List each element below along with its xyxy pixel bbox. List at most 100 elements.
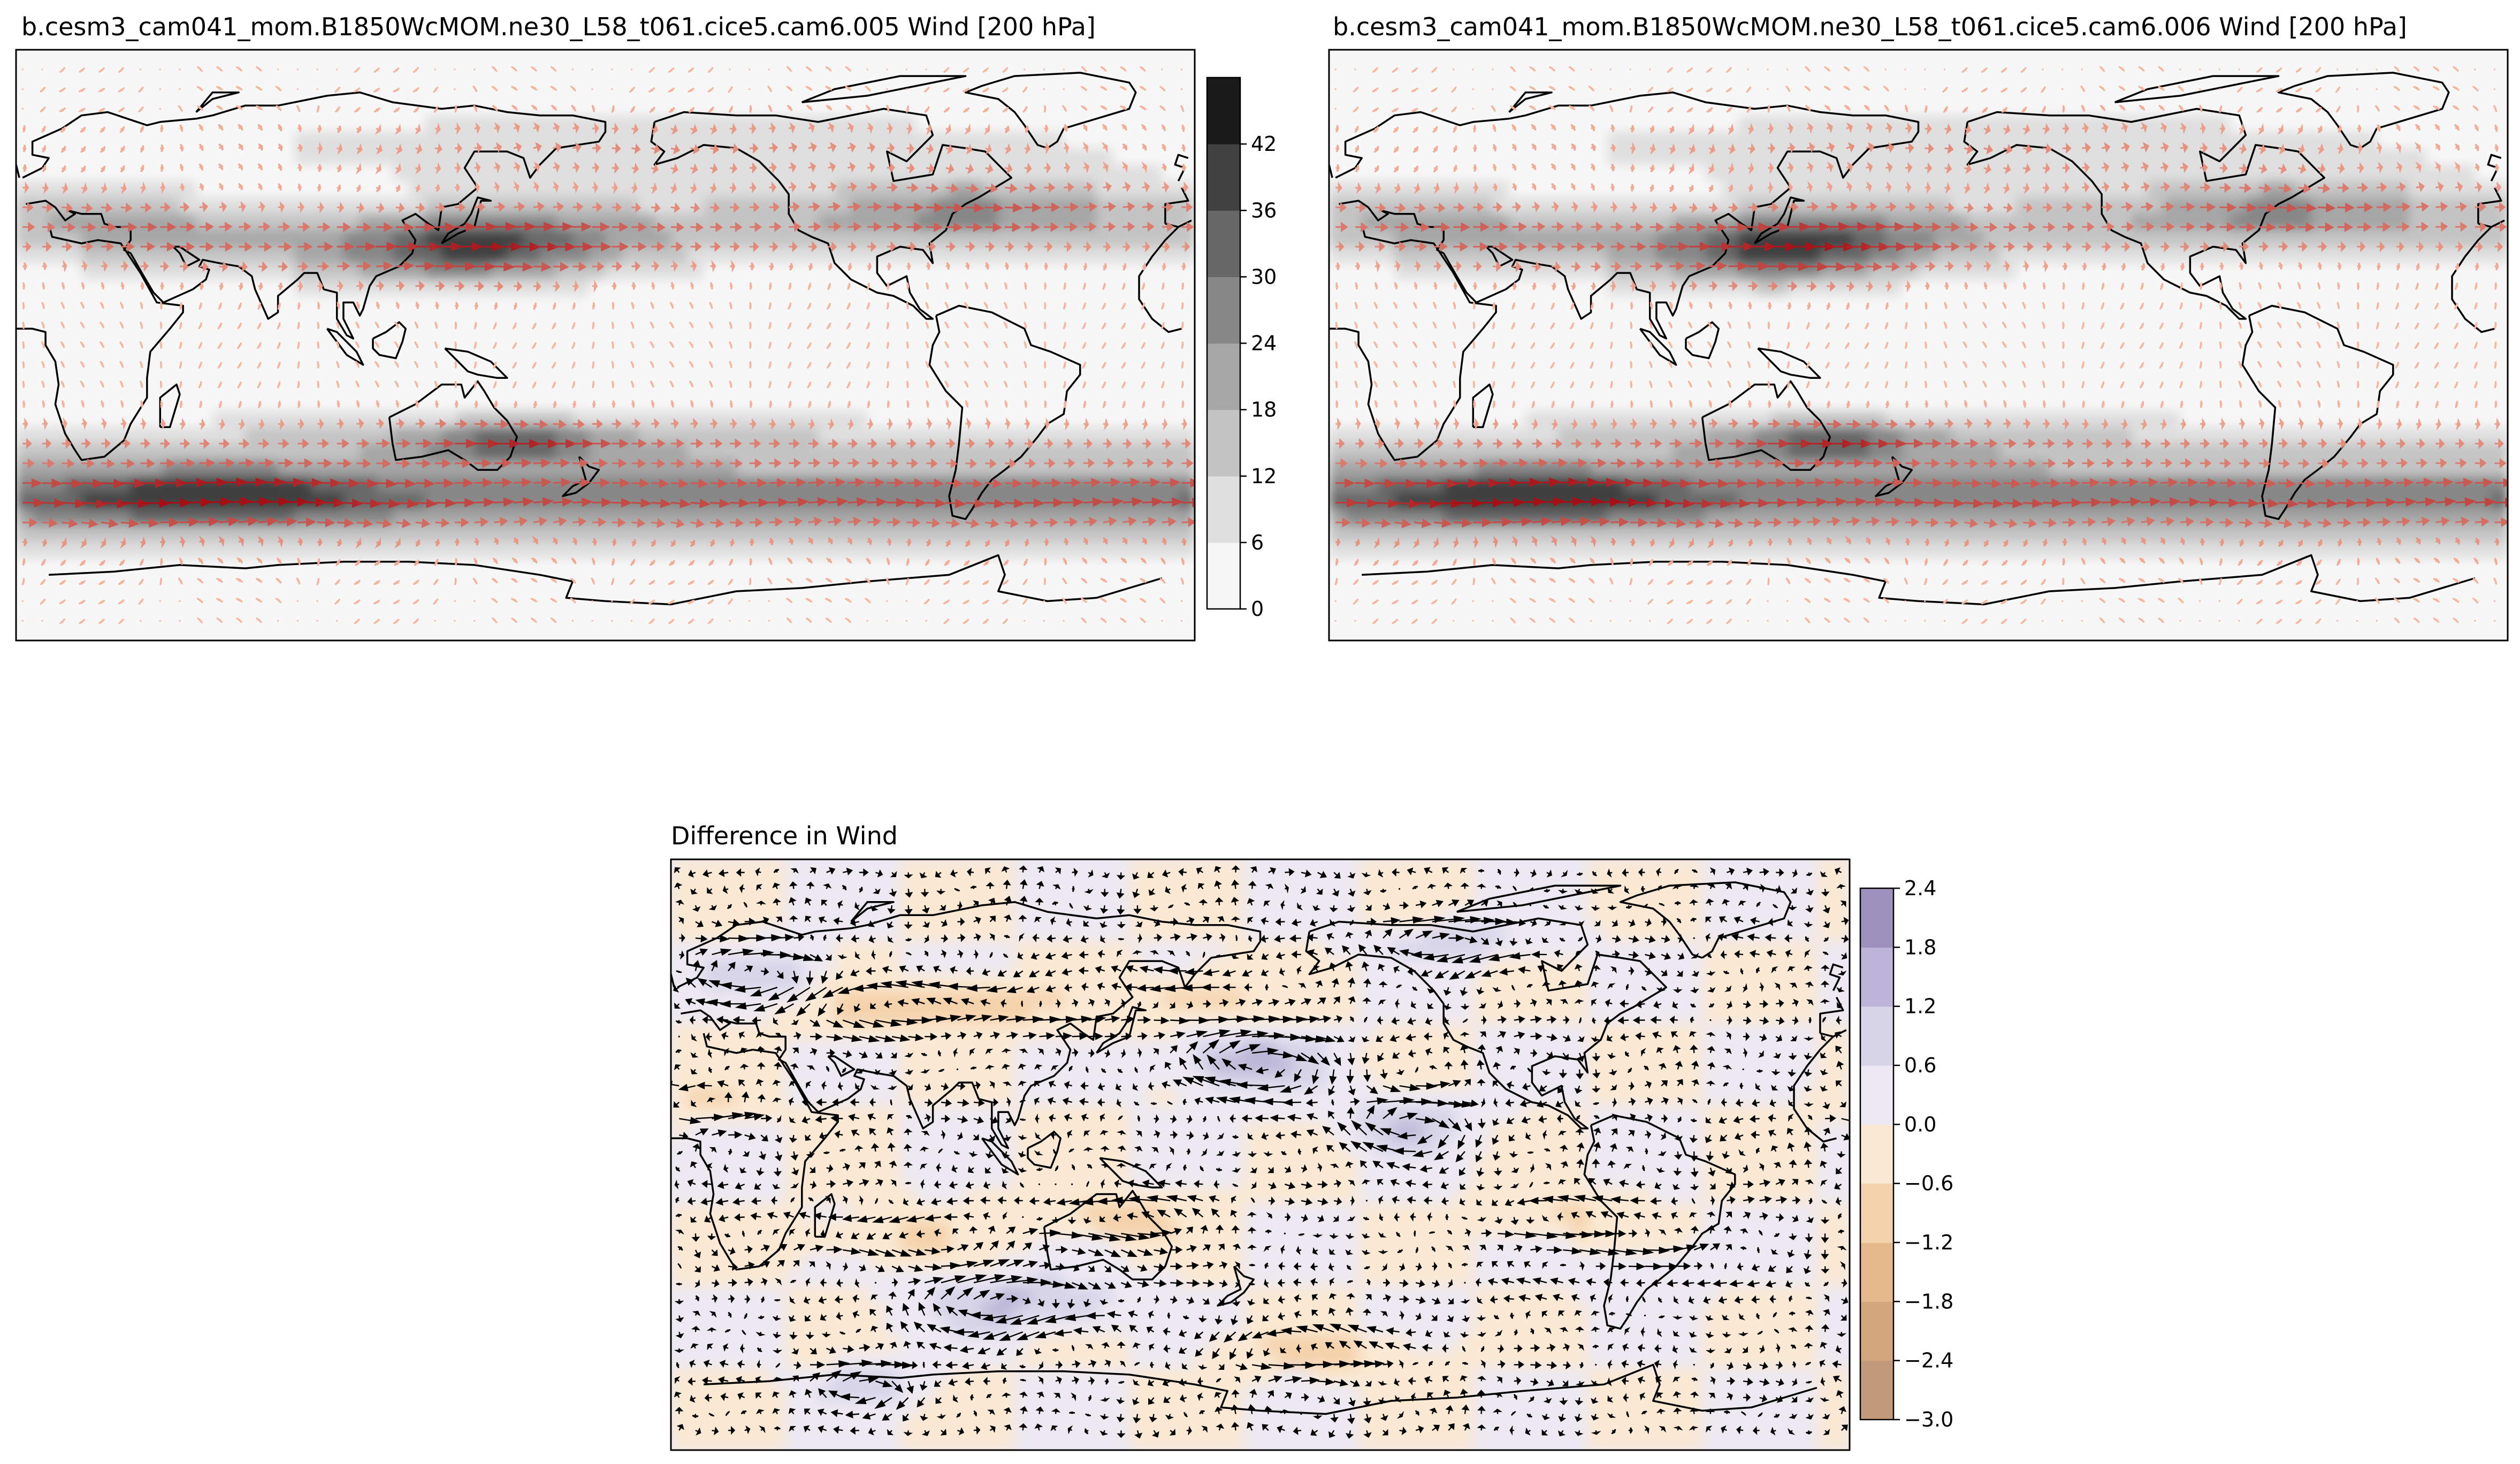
- contour-cell: [1146, 82, 1163, 100]
- contour-cell: [458, 312, 475, 330]
- contour-cell: [458, 558, 475, 576]
- wind-vector: [473, 558, 478, 565]
- wind-vector: [866, 361, 870, 369]
- wind-vector: [511, 557, 518, 564]
- wind-vector: [806, 342, 812, 349]
- contour-cell: [147, 427, 164, 444]
- wind-vector: [1082, 141, 1089, 154]
- wind-vector: [179, 517, 200, 527]
- wind-vector: [1064, 263, 1068, 271]
- contour-cell: [2000, 50, 2018, 67]
- contour-cell: [654, 279, 671, 296]
- wind-vector: [40, 106, 46, 113]
- contour-cell: [851, 624, 868, 640]
- wind-vector: [179, 400, 183, 408]
- panel-a-contour-fill: [16, 50, 1195, 640]
- contour-cell: [114, 329, 132, 346]
- wind-vector: [297, 322, 300, 330]
- wind-vector: [749, 361, 752, 369]
- wind-vector: [886, 620, 888, 622]
- contour-cell: [1129, 345, 1147, 362]
- wind-vector: [60, 321, 65, 329]
- wind-vector: [1142, 241, 1150, 253]
- contour-cell: [327, 99, 344, 116]
- wind-vector: [789, 516, 803, 527]
- wind-vector: [984, 539, 990, 547]
- wind-vector: [1121, 381, 1126, 389]
- wind-vector: [688, 87, 695, 93]
- wind-vector: [60, 126, 66, 133]
- wind-vector: [160, 222, 177, 232]
- contour-cell: [670, 82, 688, 100]
- wind-vector: [374, 341, 380, 348]
- wind-vector: [376, 143, 383, 155]
- contour-cell: [228, 82, 246, 100]
- wind-vector: [531, 322, 537, 330]
- wind-vector: [355, 341, 360, 348]
- contour-cell: [933, 99, 950, 116]
- contour-cell: [900, 444, 917, 461]
- wind-vector: [435, 478, 455, 488]
- wind-vector: [255, 577, 263, 583]
- contour-cell: [1080, 525, 1097, 543]
- contour-cell: [245, 607, 262, 625]
- wind-vector: [492, 341, 497, 349]
- wind-vector: [80, 361, 85, 368]
- wind-vector: [592, 122, 599, 134]
- wind-vector: [612, 162, 620, 174]
- contour-cell: [965, 345, 983, 362]
- wind-vector: [199, 261, 209, 272]
- wind-vector: [356, 261, 372, 271]
- wind-vector: [277, 68, 279, 71]
- contour-cell: [228, 575, 246, 592]
- wind-vector: [1064, 517, 1078, 527]
- coastline-eurasia: [1164, 187, 1189, 224]
- wind-vector: [707, 87, 714, 93]
- wind-vector: [474, 262, 497, 271]
- wind-vector: [455, 439, 478, 448]
- wind-vector: [414, 380, 418, 388]
- contour-cell: [2229, 66, 2247, 83]
- wind-vector: [1141, 381, 1146, 389]
- contour-cell: [2458, 164, 2476, 182]
- wind-vector: [729, 517, 744, 528]
- contour-cell: [1014, 361, 1032, 379]
- wind-vector: [631, 498, 652, 508]
- contour-cell: [752, 361, 770, 379]
- contour-cell: [2049, 66, 2066, 83]
- wind-vector: [1083, 181, 1093, 193]
- wind-vector: [985, 222, 1003, 232]
- wind-vector: [196, 86, 203, 92]
- contour-cell: [1080, 394, 1097, 411]
- wind-vector: [374, 361, 380, 368]
- wind-vector: [612, 418, 622, 430]
- wind-vector: [376, 261, 393, 271]
- wind-vector: [847, 202, 861, 212]
- wind-vector: [1103, 417, 1109, 431]
- wind-vector: [808, 516, 822, 527]
- wind-vector: [297, 558, 301, 566]
- contour-cell: [589, 624, 606, 640]
- contour-cell: [1129, 247, 1147, 264]
- contour-cell: [98, 624, 115, 640]
- wind-vector: [1002, 87, 1009, 93]
- wind-vector: [925, 321, 929, 329]
- contour-cell: [769, 329, 786, 346]
- wind-vector: [356, 126, 362, 134]
- wind-vector: [1003, 559, 1009, 566]
- wind-vector: [1181, 181, 1189, 194]
- wind-vector: [1024, 125, 1029, 133]
- wind-vector: [235, 598, 243, 603]
- coastline-africa: [1138, 226, 1179, 296]
- wind-vector: [197, 557, 204, 565]
- wind-vector: [611, 341, 614, 349]
- contour-cell: [376, 607, 393, 625]
- contour-cell: [622, 427, 639, 444]
- contour-cell: [818, 50, 835, 67]
- contour-cell: [228, 427, 246, 444]
- wind-vector: [160, 282, 164, 290]
- contour-cell: [310, 345, 328, 362]
- wind-vector: [42, 518, 58, 528]
- contour-cell: [212, 50, 230, 67]
- contour-cell: [556, 115, 574, 133]
